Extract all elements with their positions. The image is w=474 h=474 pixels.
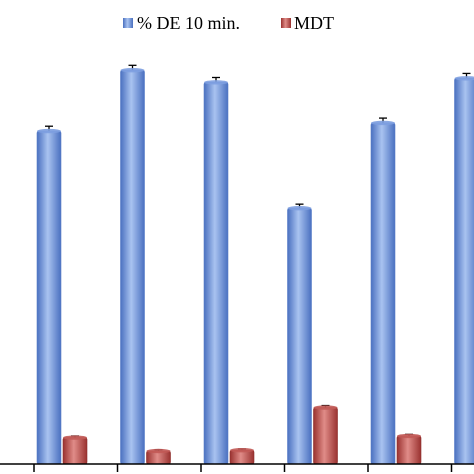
de10-bar bbox=[36, 130, 62, 465]
legend-swatch-de10 bbox=[123, 18, 133, 28]
legend: % DE 10 min. MDT bbox=[123, 13, 334, 33]
plot-area bbox=[36, 64, 474, 465]
de10-bar bbox=[287, 207, 312, 465]
legend-label-de10: % DE 10 min. bbox=[137, 13, 240, 33]
legend-label-mdt: MDT bbox=[294, 13, 334, 33]
de10-bar-cap bbox=[454, 76, 474, 81]
de10-bar bbox=[454, 78, 474, 465]
mdt-bar-cap bbox=[230, 447, 254, 453]
mdt-bar-cap bbox=[397, 433, 421, 439]
legend-swatch-mdt bbox=[281, 18, 291, 28]
de10-bar bbox=[370, 122, 396, 465]
de10-bar-cap bbox=[287, 206, 312, 211]
mdt-bar bbox=[62, 437, 88, 465]
mdt-bar-cap bbox=[313, 405, 338, 410]
de10-bar bbox=[120, 69, 145, 465]
de10-bar-cap bbox=[204, 80, 228, 85]
de10-bar-cap bbox=[120, 67, 145, 73]
mdt-bar bbox=[313, 407, 338, 465]
mdt-bar-cap bbox=[146, 448, 171, 454]
mdt-bar-cap bbox=[63, 435, 87, 440]
x-axis-ticks bbox=[33, 464, 453, 472]
de10-bar-cap bbox=[371, 120, 395, 126]
mdt-bar bbox=[396, 435, 422, 465]
de10-bar bbox=[203, 82, 229, 465]
de10-bar-cap bbox=[37, 128, 61, 134]
